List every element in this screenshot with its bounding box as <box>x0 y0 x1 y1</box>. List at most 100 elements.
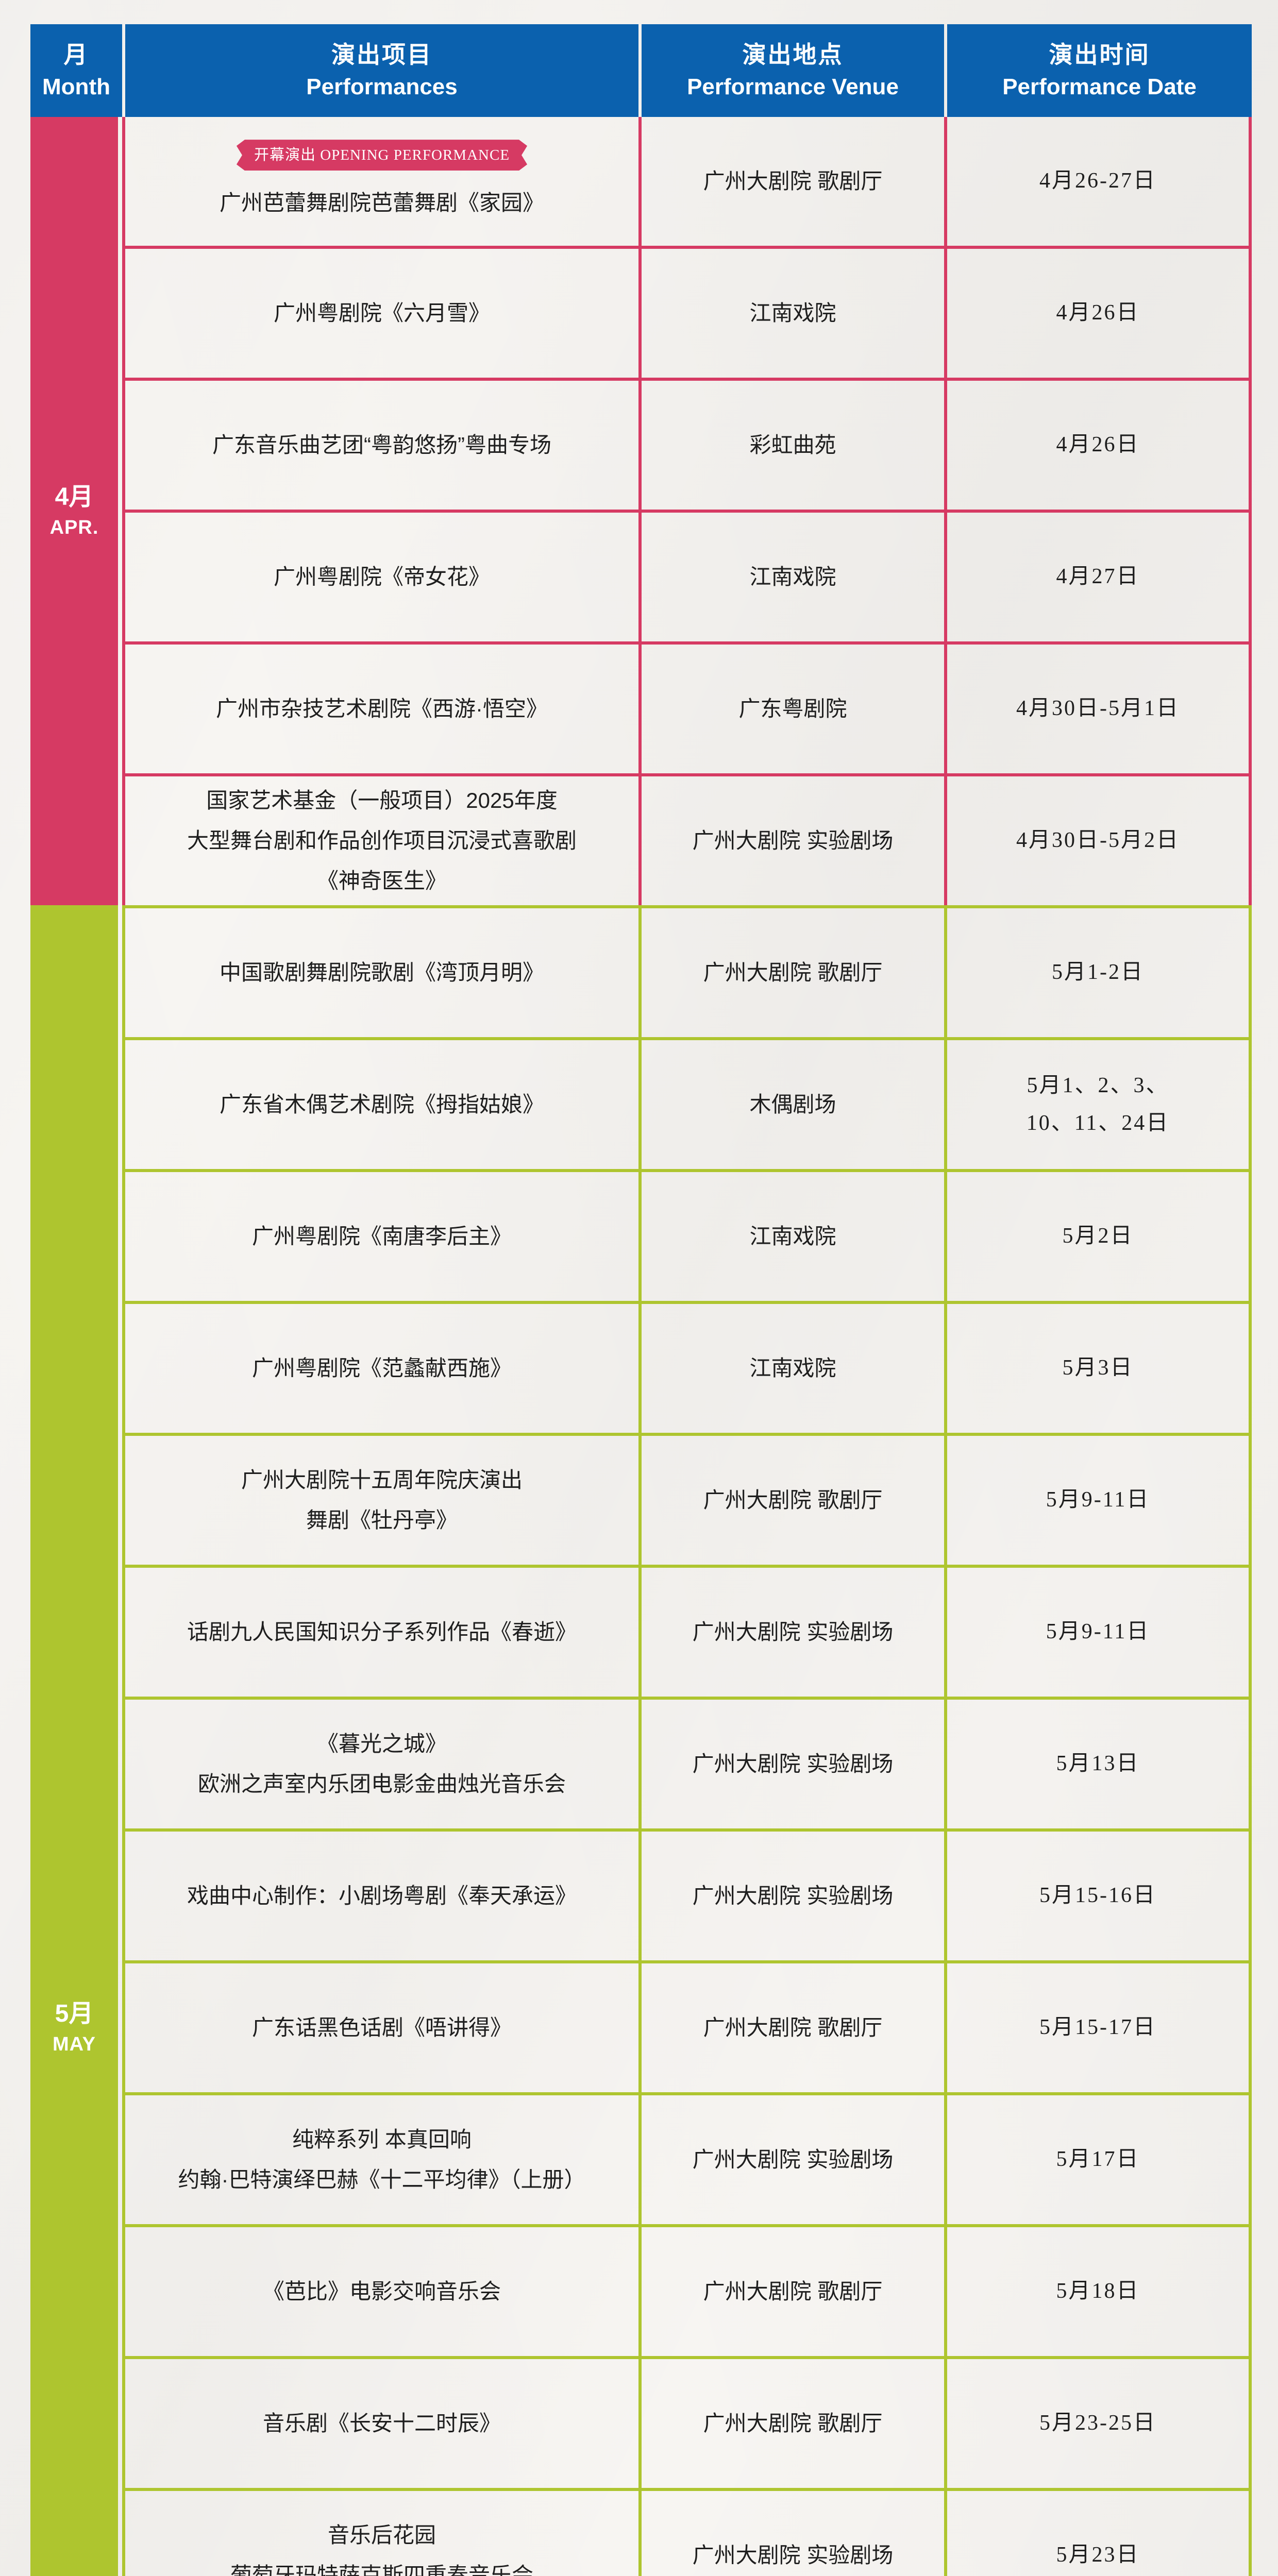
performance-venue: 广州大剧院 歌剧厅 <box>642 1436 947 1565</box>
performance-title: 话剧九人民国知识分子系列作品《春逝》 <box>125 1568 642 1697</box>
performance-venue: 广州大剧院 实验剧场 <box>642 1568 947 1697</box>
performance-title: 广州芭蕾舞剧院芭蕾舞剧《家园》 <box>219 191 544 215</box>
performance-title: 音乐后花园 葡萄牙玛特萨克斯四重奏音乐会 <box>125 2491 642 2576</box>
performance-venue: 广州大剧院 歌剧厅 <box>642 1963 947 2092</box>
table-row: 广州粤剧院《范蠡献西施》 江南戏院 5月3日 <box>125 1301 1249 1433</box>
month-may-zh: 5月 <box>55 2000 94 2027</box>
opening-performance-badge: 开幕演出 OPENING PERFORMANCE <box>237 140 527 171</box>
performance-title: 戏曲中心制作：小剧场粤剧《奉天承运》 <box>125 1832 642 1960</box>
table-row: 广州粤剧院《南唐李后主》 江南戏院 5月2日 <box>125 1169 1249 1301</box>
performance-title: 《暮光之城》 欧洲之声室内乐团电影金曲烛光音乐会 <box>125 1700 642 1828</box>
table-row: 广东话黑色话剧《唔讲得》 广州大剧院 歌剧厅 5月15-17日 <box>125 1960 1249 2092</box>
performance-title: 国家艺术基金（一般项目）2025年度 大型舞台剧和作品创作项目沉浸式喜歌剧 《神… <box>125 776 642 905</box>
table-row: 开幕演出 OPENING PERFORMANCE 广州芭蕾舞剧院芭蕾舞剧《家园》… <box>125 117 1249 246</box>
table-row: 广东省木偶艺术剧院《拇指姑娘》 木偶剧场 5月1、2、3、 10、11、24日 <box>125 1037 1249 1169</box>
table-row: 广州粤剧院《帝女花》 江南戏院 4月27日 <box>125 510 1249 641</box>
april-rows: 开幕演出 OPENING PERFORMANCE 广州芭蕾舞剧院芭蕾舞剧《家园》… <box>122 117 1252 905</box>
performance-venue: 广州大剧院 歌剧厅 <box>642 2227 947 2356</box>
performance-venue: 广州大剧院 实验剧场 <box>642 2095 947 2224</box>
performance-venue: 江南戏院 <box>642 1304 947 1433</box>
header-performances: 演出项目 Performances <box>125 24 638 117</box>
header-venue-en: Performance Venue <box>687 74 899 99</box>
performance-venue: 广东粤剧院 <box>642 645 947 773</box>
performance-date: 5月15-17日 <box>1039 2015 1156 2040</box>
performance-title: 广州粤剧院《范蠡献西施》 <box>125 1304 642 1433</box>
header-date-en: Performance Date <box>1002 74 1197 99</box>
performance-date: 5月17日 <box>1056 2147 1140 2172</box>
table-row: 话剧九人民国知识分子系列作品《春逝》 广州大剧院 实验剧场 5月9-11日 <box>125 1565 1249 1697</box>
performance-venue: 木偶剧场 <box>642 1040 947 1169</box>
table-row: 《芭比》电影交响音乐会 广州大剧院 歌剧厅 5月18日 <box>125 2224 1249 2356</box>
performance-venue: 广州大剧院 歌剧厅 <box>642 908 947 1037</box>
month-may-en: MAY <box>53 2033 96 2055</box>
may-rows: 中国歌剧舞剧院歌剧《湾顶月明》 广州大剧院 歌剧厅 5月1-2日 广东省木偶艺术… <box>122 905 1252 2576</box>
performance-date: 4月30日-5月1日 <box>1016 697 1180 721</box>
table-row: 广州市杂技艺术剧院《西游·悟空》 广东粤剧院 4月30日-5月1日 <box>125 641 1249 773</box>
header-month-zh: 月 <box>63 41 89 68</box>
performance-title: 广东话黑色话剧《唔讲得》 <box>125 1963 642 2092</box>
performance-venue: 广州大剧院 歌剧厅 <box>642 117 947 246</box>
table-row: 《暮光之城》 欧洲之声室内乐团电影金曲烛光音乐会 广州大剧院 实验剧场 5月13… <box>125 1697 1249 1828</box>
performance-date: 5月3日 <box>1062 1356 1134 1380</box>
header-month-en: Month <box>42 74 110 99</box>
performance-date: 5月23日 <box>1056 2543 1140 2567</box>
performance-venue: 广州大剧院 实验剧场 <box>642 1832 947 1960</box>
performance-title-cell: 开幕演出 OPENING PERFORMANCE 广州芭蕾舞剧院芭蕾舞剧《家园》 <box>125 117 642 246</box>
performance-date: 5月15-16日 <box>1039 1884 1156 1908</box>
performance-date: 4月30日-5月2日 <box>1016 828 1180 853</box>
table-row: 音乐剧《长安十二时辰》 广州大剧院 歌剧厅 5月23-25日 <box>125 2356 1249 2488</box>
table-row: 纯粹系列 本真回响 约翰·巴特演绎巴赫《十二平均律》（上册） 广州大剧院 实验剧… <box>125 2092 1249 2224</box>
performance-venue: 广州大剧院 实验剧场 <box>642 1700 947 1828</box>
month-label-april: 4月 APR. <box>30 117 118 905</box>
performance-title: 广州粤剧院《六月雪》 <box>125 249 642 378</box>
section-april: 4月 APR. 开幕演出 OPENING PERFORMANCE 广州芭蕾舞剧院… <box>30 117 1252 905</box>
table-row: 音乐后花园 葡萄牙玛特萨克斯四重奏音乐会 广州大剧院 实验剧场 5月23日 <box>125 2488 1249 2576</box>
section-may: 5月 MAY 中国歌剧舞剧院歌剧《湾顶月明》 广州大剧院 歌剧厅 5月1-2日 … <box>30 905 1252 2576</box>
table-row: 国家艺术基金（一般项目）2025年度 大型舞台剧和作品创作项目沉浸式喜歌剧 《神… <box>125 773 1249 905</box>
header-month: 月 Month <box>30 24 122 117</box>
performance-venue: 广州大剧院 歌剧厅 <box>642 2359 947 2488</box>
performance-date: 4月27日 <box>1056 565 1140 589</box>
performance-venue: 广州大剧院 实验剧场 <box>642 2491 947 2576</box>
header-date-zh: 演出时间 <box>1049 41 1150 68</box>
table-row: 戏曲中心制作：小剧场粤剧《奉天承运》 广州大剧院 实验剧场 5月15-16日 <box>125 1828 1249 1960</box>
performance-title: 中国歌剧舞剧院歌剧《湾顶月明》 <box>125 908 642 1037</box>
performance-title: 纯粹系列 本真回响 约翰·巴特演绎巴赫《十二平均律》（上册） <box>125 2095 642 2224</box>
performance-venue: 江南戏院 <box>642 1172 947 1301</box>
performance-date: 4月26日 <box>1056 433 1140 457</box>
performance-date: 5月18日 <box>1056 2279 1140 2303</box>
performance-venue: 江南戏院 <box>642 249 947 378</box>
header-performances-en: Performances <box>306 74 458 99</box>
header-performances-zh: 演出项目 <box>331 41 432 68</box>
performance-venue: 江南戏院 <box>642 513 947 641</box>
table-row: 广州粤剧院《六月雪》 江南戏院 4月26日 <box>125 246 1249 378</box>
performance-date: 5月23-25日 <box>1039 2411 1156 2435</box>
header-venue-zh: 演出地点 <box>742 41 844 68</box>
table-row: 广东音乐曲艺团“粤韵悠扬”粤曲专场 彩虹曲苑 4月26日 <box>125 378 1249 510</box>
performance-date: 4月26日 <box>1056 301 1140 325</box>
performance-date: 5月1、2、3、 10、11、24日 <box>1026 1073 1170 1136</box>
performance-date: 5月13日 <box>1056 1752 1140 1776</box>
performance-title: 广东音乐曲艺团“粤韵悠扬”粤曲专场 <box>125 381 642 510</box>
performance-date: 5月2日 <box>1062 1224 1134 1248</box>
table-row: 中国歌剧舞剧院歌剧《湾顶月明》 广州大剧院 歌剧厅 5月1-2日 <box>125 908 1249 1037</box>
performance-venue: 广州大剧院 实验剧场 <box>642 776 947 905</box>
header-date: 演出时间 Performance Date <box>947 24 1252 117</box>
performance-title: 广州市杂技艺术剧院《西游·悟空》 <box>125 645 642 773</box>
performance-title: 广东省木偶艺术剧院《拇指姑娘》 <box>125 1040 642 1169</box>
performance-title: 音乐剧《长安十二时辰》 <box>125 2359 642 2488</box>
performance-date: 4月26-27日 <box>1039 169 1156 193</box>
month-april-zh: 4月 <box>55 483 94 511</box>
schedule-table: 月 Month 演出项目 Performances 演出地点 Performan… <box>30 24 1252 2576</box>
month-april-en: APR. <box>49 517 99 538</box>
performance-title: 广州大剧院十五周年院庆演出 舞剧《牡丹亭》 <box>125 1436 642 1565</box>
performance-venue: 彩虹曲苑 <box>642 381 947 510</box>
performance-title: 广州粤剧院《帝女花》 <box>125 513 642 641</box>
month-label-may: 5月 MAY <box>30 905 118 2576</box>
performance-title: 广州粤剧院《南唐李后主》 <box>125 1172 642 1301</box>
header-venue: 演出地点 Performance Venue <box>642 24 944 117</box>
table-header: 月 Month 演出项目 Performances 演出地点 Performan… <box>30 24 1252 117</box>
performance-date: 5月9-11日 <box>1046 1620 1150 1644</box>
performance-date: 5月9-11日 <box>1046 1488 1150 1512</box>
